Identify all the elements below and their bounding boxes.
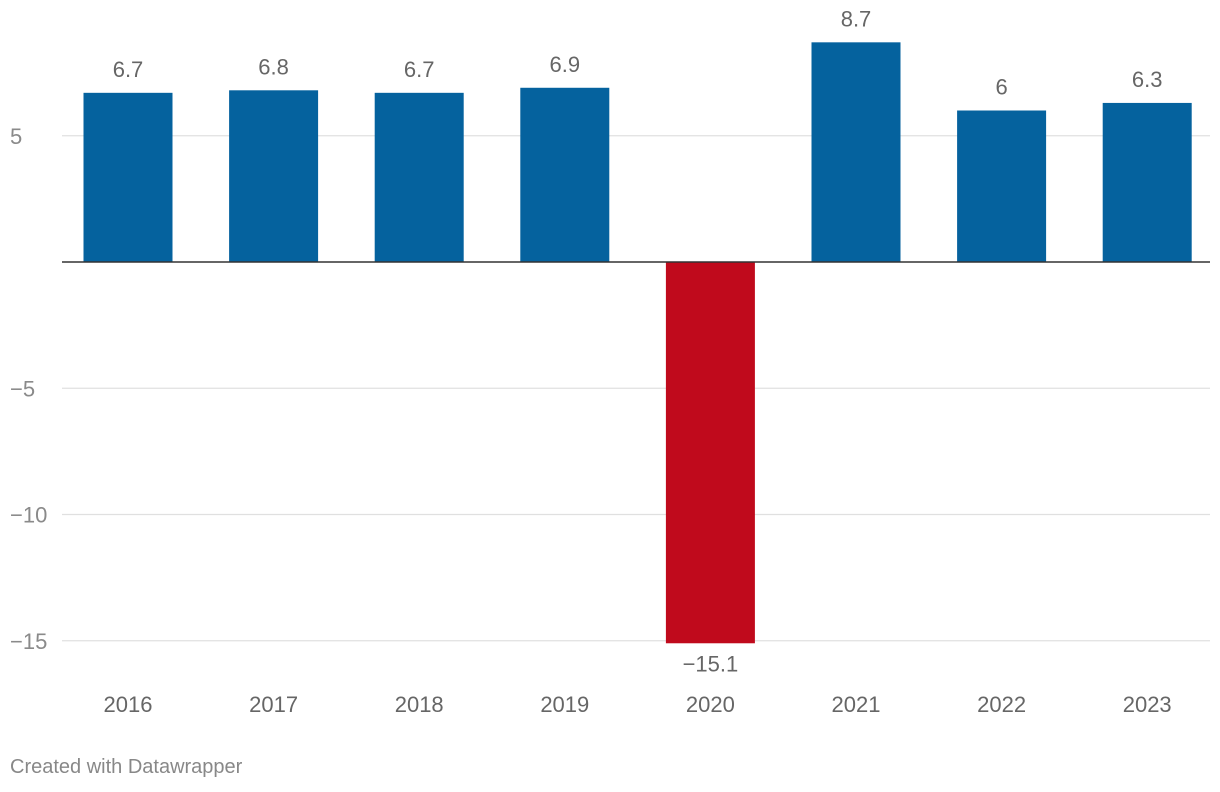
x-tick-label-2016: 2016 xyxy=(104,692,153,717)
data-label-2021: 8.7 xyxy=(841,6,872,31)
x-tick-label-2022: 2022 xyxy=(977,692,1026,717)
bar-2018 xyxy=(374,92,464,262)
x-axis-tick-labels: 2016 2017 2018 2019 2020 2021 2022 2023 xyxy=(104,692,1172,717)
bar-2022 xyxy=(957,110,1047,262)
y-axis-tick-labels: 5 −5 −10 −15 xyxy=(10,124,47,654)
y-tick-label: −15 xyxy=(10,629,47,654)
x-tick-label-2020: 2020 xyxy=(686,692,735,717)
x-tick-label-2019: 2019 xyxy=(540,692,589,717)
bar-2023 xyxy=(1102,102,1192,262)
data-label-2022: 6 xyxy=(995,75,1007,100)
x-tick-label-2021: 2021 xyxy=(832,692,881,717)
data-label-2023: 6.3 xyxy=(1132,67,1163,92)
x-tick-label-2017: 2017 xyxy=(249,692,298,717)
x-tick-label-2018: 2018 xyxy=(395,692,444,717)
data-label-2016: 6.7 xyxy=(113,57,144,82)
data-label-2018: 6.7 xyxy=(404,57,435,82)
bar-2016 xyxy=(83,92,173,262)
y-tick-label: −10 xyxy=(10,503,47,528)
data-label-2020: −15.1 xyxy=(683,651,739,676)
bars xyxy=(83,42,1192,644)
data-label-2019: 6.9 xyxy=(550,52,581,77)
y-tick-label: −5 xyxy=(10,376,35,401)
data-labels: 6.7 6.8 6.7 6.9 −15.1 8.7 6 6.3 xyxy=(113,6,1163,676)
bar-2019 xyxy=(520,87,610,263)
data-label-2017: 6.8 xyxy=(258,54,289,79)
y-tick-label: 5 xyxy=(10,124,22,149)
x-tick-label-2023: 2023 xyxy=(1123,692,1172,717)
bar-2021 xyxy=(811,42,901,263)
datawrapper-credit: Created with Datawrapper xyxy=(10,756,243,778)
bar-2020 xyxy=(665,262,755,644)
bar-2017 xyxy=(229,90,319,262)
